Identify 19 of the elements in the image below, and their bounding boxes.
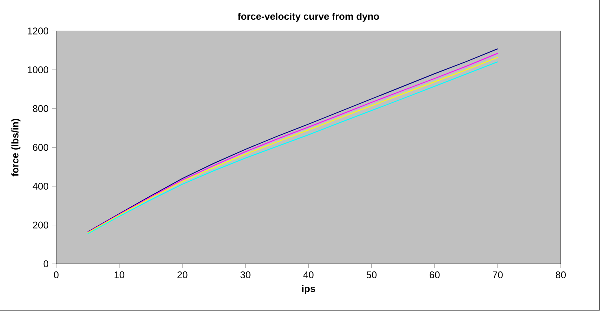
y-tick-label: 600 bbox=[33, 144, 49, 152]
chart-title: force-velocity curve from dyno bbox=[238, 13, 380, 22]
y-tick-label: 1200 bbox=[28, 28, 49, 35]
y-tick-label: 400 bbox=[32, 183, 49, 190]
y-tick-label: 0 bbox=[44, 260, 49, 268]
y-tick-label: 1000 bbox=[28, 66, 49, 74]
x-axis-title: ips bbox=[302, 285, 316, 294]
x-tick-label: 10 bbox=[114, 272, 125, 279]
y-tick-label: 800 bbox=[33, 105, 49, 112]
x-tick-label: 60 bbox=[430, 272, 440, 279]
x-tick-label: 0 bbox=[54, 272, 59, 279]
y-axis-title: force (lbs/in) bbox=[12, 119, 21, 177]
x-tick-label: 50 bbox=[366, 272, 377, 279]
x-tick-label: 80 bbox=[556, 272, 566, 279]
x-tick-label: 70 bbox=[493, 272, 503, 279]
y-tick-label: 200 bbox=[33, 222, 49, 229]
x-tick-label: 40 bbox=[304, 272, 314, 279]
x-tick-label: 30 bbox=[240, 272, 251, 279]
x-tick-label: 20 bbox=[178, 272, 188, 279]
